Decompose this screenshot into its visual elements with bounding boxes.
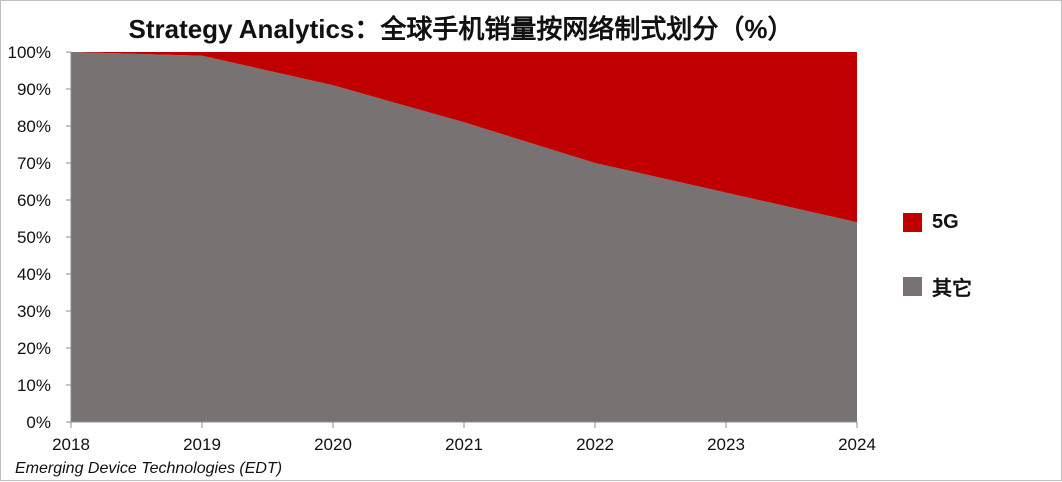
legend-label-5g: 5G — [932, 210, 959, 233]
legend: 5G 其它 — [903, 206, 972, 334]
source-note: Emerging Device Technologies (EDT) — [15, 460, 283, 477]
x-tick-label: 2024 — [838, 435, 876, 454]
x-tick-label: 2018 — [52, 435, 90, 454]
x-tick-label: 2019 — [183, 435, 221, 454]
y-tick-label: 90% — [17, 80, 51, 99]
y-tick-label: 30% — [17, 302, 51, 321]
area-series-0 — [71, 52, 857, 422]
chart-title: Strategy Analytics：全球手机销量按网络制式划分（%） — [128, 14, 794, 44]
x-tick-label: 2021 — [445, 435, 483, 454]
y-tick-label: 80% — [17, 117, 51, 136]
x-tick-label: 2022 — [576, 435, 614, 454]
legend-swatch-5g — [903, 212, 922, 232]
legend-item-5g: 5G — [903, 206, 972, 238]
area-series-1 — [71, 52, 857, 223]
y-tick-label: 10% — [17, 376, 51, 395]
y-tick-label: 20% — [17, 339, 51, 358]
x-tick-label: 2020 — [314, 435, 352, 454]
y-tick-label: 0% — [26, 413, 51, 432]
y-axis-ticks: 0% 10% 20% 30% 40% 50% 60% 70% 80% 90% 100% — [8, 43, 71, 432]
legend-label-other: 其它 — [932, 277, 972, 300]
y-tick-label: 70% — [17, 154, 51, 173]
y-tick-label: 100% — [8, 43, 51, 62]
y-tick-label: 40% — [17, 265, 51, 284]
legend-swatch-other — [903, 276, 922, 296]
legend-item-other: 其它 — [903, 270, 972, 302]
area-layer — [71, 52, 857, 422]
x-tick-label: 2023 — [707, 435, 745, 454]
x-axis-ticks: 2018 2019 2020 2021 2022 2023 2024 — [52, 422, 876, 454]
y-tick-label: 50% — [17, 228, 51, 247]
y-tick-label: 60% — [17, 191, 51, 210]
